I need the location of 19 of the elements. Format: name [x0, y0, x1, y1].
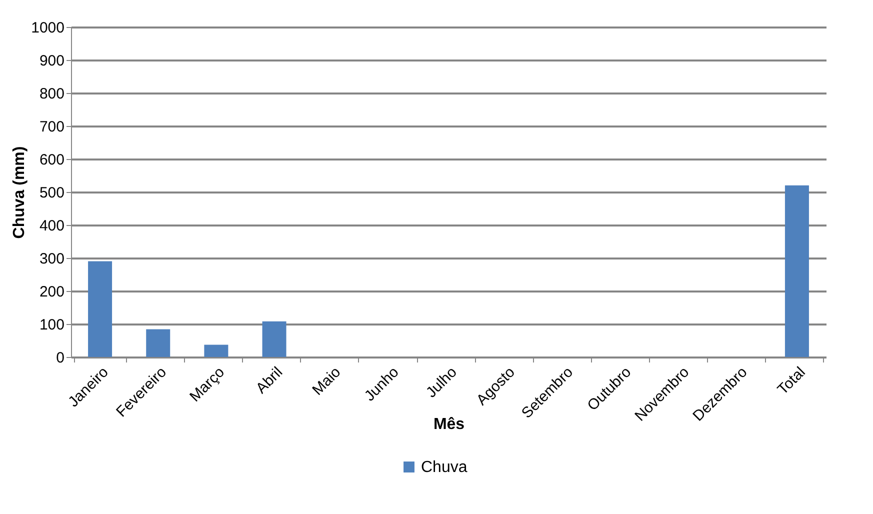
bar [204, 344, 228, 357]
y-axis-title: Chuva (mm) [11, 146, 28, 239]
bar [88, 261, 112, 357]
bar [146, 329, 170, 357]
y-tick-label: 800 [39, 86, 64, 102]
y-tick-label: 0 [56, 350, 64, 366]
y-tick-label: 500 [39, 184, 64, 202]
y-tick-label: 600 [39, 152, 64, 168]
bar [262, 321, 286, 357]
y-tick-label: 700 [39, 118, 64, 136]
y-tick-label: 300 [39, 250, 64, 268]
y-tick-label: 900 [39, 52, 64, 70]
bar [784, 185, 809, 357]
y-tick-label: 100 [39, 316, 64, 334]
y-tick-label: 1000 [31, 20, 64, 36]
x-axis-title: Mês [433, 416, 465, 434]
legend-label: Chuva [421, 459, 468, 476]
y-tick-label: 200 [39, 284, 64, 300]
y-tick-label: 400 [39, 218, 64, 234]
